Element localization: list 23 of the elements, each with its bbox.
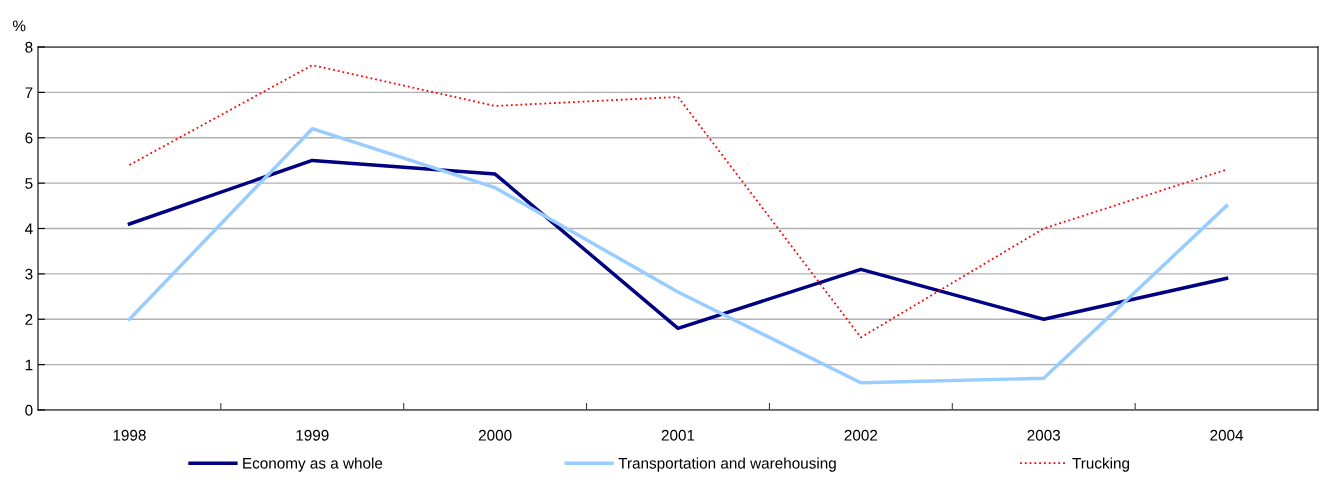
line-series — [127, 126, 1229, 385]
y-tick-label: 0 — [25, 404, 33, 416]
y-tick-label: 4 — [24, 223, 33, 235]
y-axis-title: % — [12, 20, 26, 32]
legend-label: Transportation and warehousing — [618, 457, 836, 472]
y-tick-label: 1 — [25, 359, 33, 371]
x-tick-label: 2000 — [478, 429, 512, 441]
y-tick-label: 2 — [25, 314, 33, 325]
line-series — [128, 64, 1228, 339]
x-tick-label: 2003 — [1027, 429, 1061, 441]
x-tick-label: 2004 — [1210, 429, 1244, 441]
x-tick-label: 1998 — [113, 429, 146, 441]
y-tick-label: 8 — [25, 41, 33, 53]
y-tick-label: 5 — [25, 178, 33, 189]
legend-label: Trucking — [1072, 457, 1130, 472]
y-tick-label: 3 — [25, 268, 33, 280]
y-tick-label: 7 — [25, 87, 33, 98]
x-tick-label: 1999 — [296, 429, 329, 441]
x-tick-label: 2001 — [661, 429, 695, 441]
x-tick-label: 2002 — [844, 429, 878, 441]
legend-label: Economy as a whole — [243, 457, 383, 472]
line-series — [127, 158, 1229, 331]
y-tick-label: 6 — [25, 132, 33, 144]
